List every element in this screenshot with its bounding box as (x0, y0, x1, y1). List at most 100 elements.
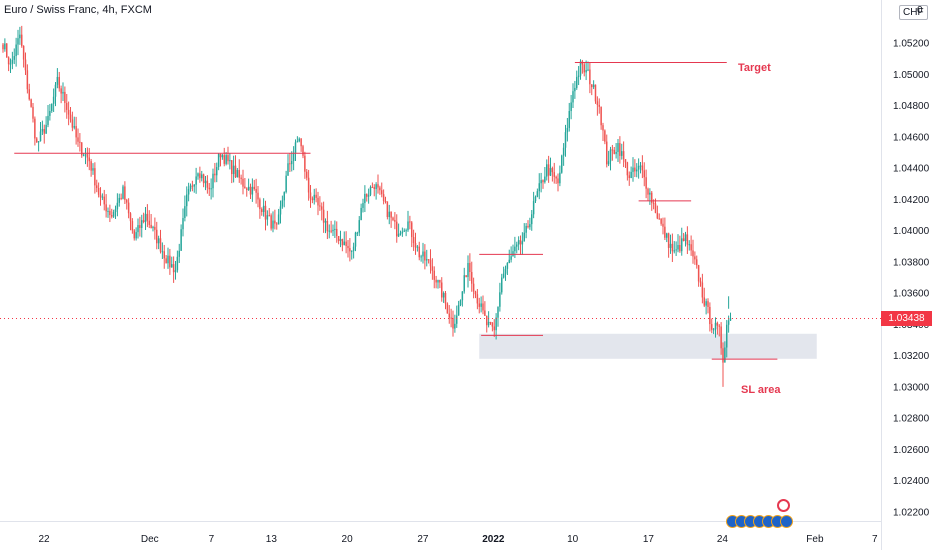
drawings-layer (14, 62, 778, 360)
candle-body (30, 99, 32, 107)
candle-body (219, 154, 222, 158)
candle-body (621, 151, 623, 156)
time-tick-label: 13 (266, 534, 278, 545)
candle-body (652, 202, 655, 204)
candle-body (476, 294, 479, 304)
candle-body (626, 162, 629, 176)
candle-body (313, 194, 315, 201)
candle-body (328, 230, 330, 232)
currency-button[interactable]: CHF (899, 5, 928, 20)
candle-body (285, 175, 287, 193)
candle-body (212, 173, 214, 189)
candle-body (277, 214, 280, 225)
candle-body (705, 301, 707, 306)
candle-body (167, 255, 169, 264)
candle-body (81, 142, 83, 156)
candle-body (493, 326, 495, 331)
candle-body (564, 132, 567, 148)
candle-body (651, 192, 653, 203)
candle-body (58, 76, 60, 89)
candle-body (36, 138, 38, 143)
candle-body (345, 241, 347, 246)
candle-body (51, 103, 53, 111)
plot-background (0, 0, 882, 550)
candle-body (669, 243, 672, 248)
candle-body (681, 238, 683, 252)
candle-body (707, 301, 709, 307)
add-event-icon[interactable] (777, 499, 790, 512)
candle-body (82, 155, 85, 157)
candle-body (73, 126, 75, 128)
candle-body (457, 304, 460, 316)
candle-body (291, 160, 293, 165)
candle-body (148, 220, 150, 225)
candle-body (356, 232, 359, 234)
candle-body (39, 131, 42, 142)
price-tick-label: 1.04600 (893, 132, 930, 143)
candle-body (519, 240, 522, 245)
candle-body (570, 102, 572, 112)
candle-body (384, 200, 387, 202)
candle-body (433, 270, 435, 280)
candle-body (330, 230, 332, 232)
candle-body (405, 230, 407, 232)
candle-body (289, 163, 291, 165)
candle-body (336, 228, 338, 237)
candle-body (234, 165, 237, 178)
candle-body (647, 188, 649, 195)
candle-body (495, 317, 497, 331)
candle-body (694, 256, 696, 260)
candle-body (386, 201, 389, 217)
time-tick-label: 2022 (482, 534, 505, 545)
candle-body (572, 91, 574, 103)
candle-body (510, 256, 512, 260)
candle-body (686, 234, 689, 245)
price-tick-label: 1.02200 (893, 508, 930, 519)
candle-body (568, 111, 570, 128)
price-tick-label: 1.02600 (893, 445, 930, 456)
candle-body (358, 220, 360, 233)
sl-area-label: SL area (741, 384, 781, 396)
candle-body (594, 84, 597, 102)
candle-body (504, 268, 507, 274)
candle-body (486, 315, 488, 326)
candle-body (232, 165, 235, 175)
candle-body (157, 238, 160, 244)
candle-body (88, 157, 90, 162)
chart-title: Euro / Swiss Franc, 4h, FXCM (4, 4, 152, 16)
time-tick-label: 7 (209, 534, 215, 545)
candle-body (292, 153, 295, 161)
candle-body (377, 184, 379, 188)
candle-body (677, 245, 679, 250)
candle-body (482, 303, 484, 311)
price-tick-label: 1.04000 (893, 226, 930, 237)
candle-body (339, 239, 342, 242)
candle-body (60, 88, 62, 94)
candle-body (41, 129, 44, 132)
candle-body (688, 244, 690, 246)
candle-body (43, 129, 45, 134)
candle-body (636, 169, 638, 172)
candle-body (639, 165, 642, 167)
candle-body (34, 118, 36, 139)
candle-body (279, 206, 282, 215)
candle-body (69, 114, 72, 120)
candle-body (11, 59, 14, 64)
event-icon[interactable] (780, 515, 793, 528)
candle-body (645, 177, 647, 189)
candle-body (120, 197, 122, 199)
candle-body (332, 229, 334, 232)
candle-body (6, 43, 8, 58)
candle-body (454, 323, 456, 329)
candle-body (684, 234, 687, 242)
price-tick-label: 1.04200 (893, 195, 930, 206)
candle-body (274, 220, 276, 224)
candle-body (97, 187, 100, 195)
candle-body (658, 218, 660, 220)
candle-body (637, 165, 640, 170)
candle-body (126, 199, 128, 203)
candle-body (729, 318, 732, 321)
candle-body (2, 44, 4, 50)
candle-body (86, 154, 89, 158)
